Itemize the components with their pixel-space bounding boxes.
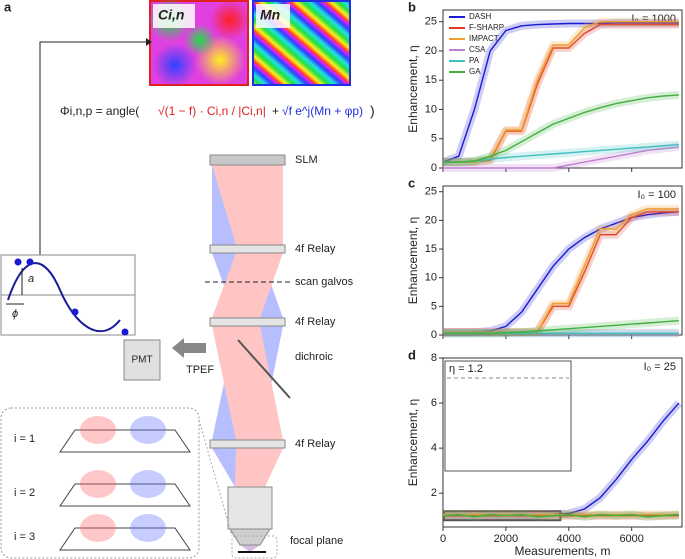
y-tick-label: 15 — [425, 243, 437, 255]
uncertainty-band — [443, 204, 679, 337]
label: i = 2 — [14, 487, 35, 499]
series-line — [443, 94, 679, 163]
panel-label: c — [408, 175, 415, 190]
y-tick-label: 15 — [425, 74, 437, 86]
relay — [209, 244, 286, 254]
image-m — [252, 0, 351, 86]
y-tick-label: 8 — [431, 352, 437, 364]
y-tick-label: 20 — [425, 45, 437, 57]
label: TPEF — [186, 364, 214, 376]
inset-box — [0, 407, 200, 559]
legend-label: IMPACT — [469, 34, 499, 43]
relay — [209, 439, 286, 449]
plot-frame — [442, 185, 683, 336]
dichroic — [237, 339, 291, 399]
y-tick-label: 25 — [425, 16, 437, 28]
objective — [227, 486, 273, 530]
uncertainty-band — [443, 207, 680, 337]
feedback-arrow — [39, 41, 146, 255]
plot-frame — [442, 357, 683, 528]
y-tick-label: 20 — [425, 214, 437, 226]
uncertainty-band — [443, 207, 679, 337]
y-tick-label: 2 — [431, 487, 437, 499]
annotation: I₀ = 25 — [644, 361, 676, 373]
x-tick-label: 4000 — [557, 533, 581, 545]
x-tick-label: 0 — [440, 533, 446, 545]
relay — [209, 317, 286, 327]
legend-label: DASH — [469, 12, 491, 21]
y-axis-label: Enhancement, η — [406, 217, 420, 304]
legend-label: PA — [469, 56, 480, 65]
x-tick-label: 2000 — [494, 533, 518, 545]
series-line — [443, 143, 679, 163]
formula: √f e^j(Mn + φp) — [282, 104, 363, 118]
label: 4f Relay — [295, 243, 336, 255]
panel-label: b — [408, 0, 416, 14]
label: SLM — [295, 154, 318, 166]
annotation: I₀ = 100 — [637, 189, 676, 201]
inset — [444, 360, 572, 472]
x-tick-label: 6000 — [619, 533, 643, 545]
y-tick-label: 25 — [425, 186, 437, 198]
image-label: Ci,n — [158, 7, 184, 23]
legend-label: CSA — [469, 45, 486, 54]
label: ϕ — [12, 308, 18, 320]
label: focal plane — [290, 535, 343, 547]
label: PMT — [131, 355, 152, 366]
panel-a: a Ci,n Mn Φi,n,p = angle( √(1 − f) · Ci,… — [0, 0, 375, 559]
image-label: Mn — [260, 7, 280, 23]
arrow — [172, 338, 206, 358]
y-tick-label: 6 — [431, 397, 437, 409]
sine — [7, 262, 121, 333]
series-line — [443, 211, 679, 333]
panel-label: a — [4, 0, 12, 14]
series-line — [443, 211, 679, 333]
label: 4f Relay — [295, 316, 336, 328]
series-line — [442, 513, 679, 518]
formula: ) — [370, 103, 375, 119]
label: a — [28, 273, 34, 285]
y-axis-label: Enhancement, η — [406, 399, 420, 486]
formula: √(1 − f) · Ci,n / |Ci,n| — [158, 104, 266, 118]
series-line — [442, 22, 679, 163]
plot-frame — [442, 9, 683, 169]
y-axis-label: Enhancement, η — [406, 45, 420, 132]
slm — [209, 154, 286, 166]
inset-label: η = 1.2 — [449, 363, 483, 375]
label: i = 3 — [14, 531, 35, 543]
x-axis-label: Measurements, m — [514, 544, 610, 558]
y-tick-label: 10 — [425, 103, 437, 115]
label: dichroic — [295, 351, 333, 363]
formula: Φi,n,p = angle( — [60, 104, 139, 118]
series-line — [443, 208, 679, 333]
y-tick-label: 10 — [425, 272, 437, 284]
y-tick-label: 0 — [431, 162, 437, 174]
legend-label: F-SHARP — [469, 23, 504, 32]
panel-label: d — [408, 347, 416, 362]
y-tick-label: 5 — [431, 133, 437, 145]
series-line — [443, 146, 679, 169]
label: scan galvos — [295, 276, 354, 288]
legend-label: GA — [469, 67, 481, 76]
formula: + — [272, 104, 279, 118]
y-tick-label: 4 — [431, 442, 437, 454]
label: i = 1 — [14, 433, 35, 445]
series-line — [443, 320, 679, 334]
label: 4f Relay — [295, 438, 336, 450]
y-tick-label: 5 — [431, 300, 437, 312]
pmt — [123, 339, 161, 381]
y-tick-label: 0 — [431, 329, 437, 341]
